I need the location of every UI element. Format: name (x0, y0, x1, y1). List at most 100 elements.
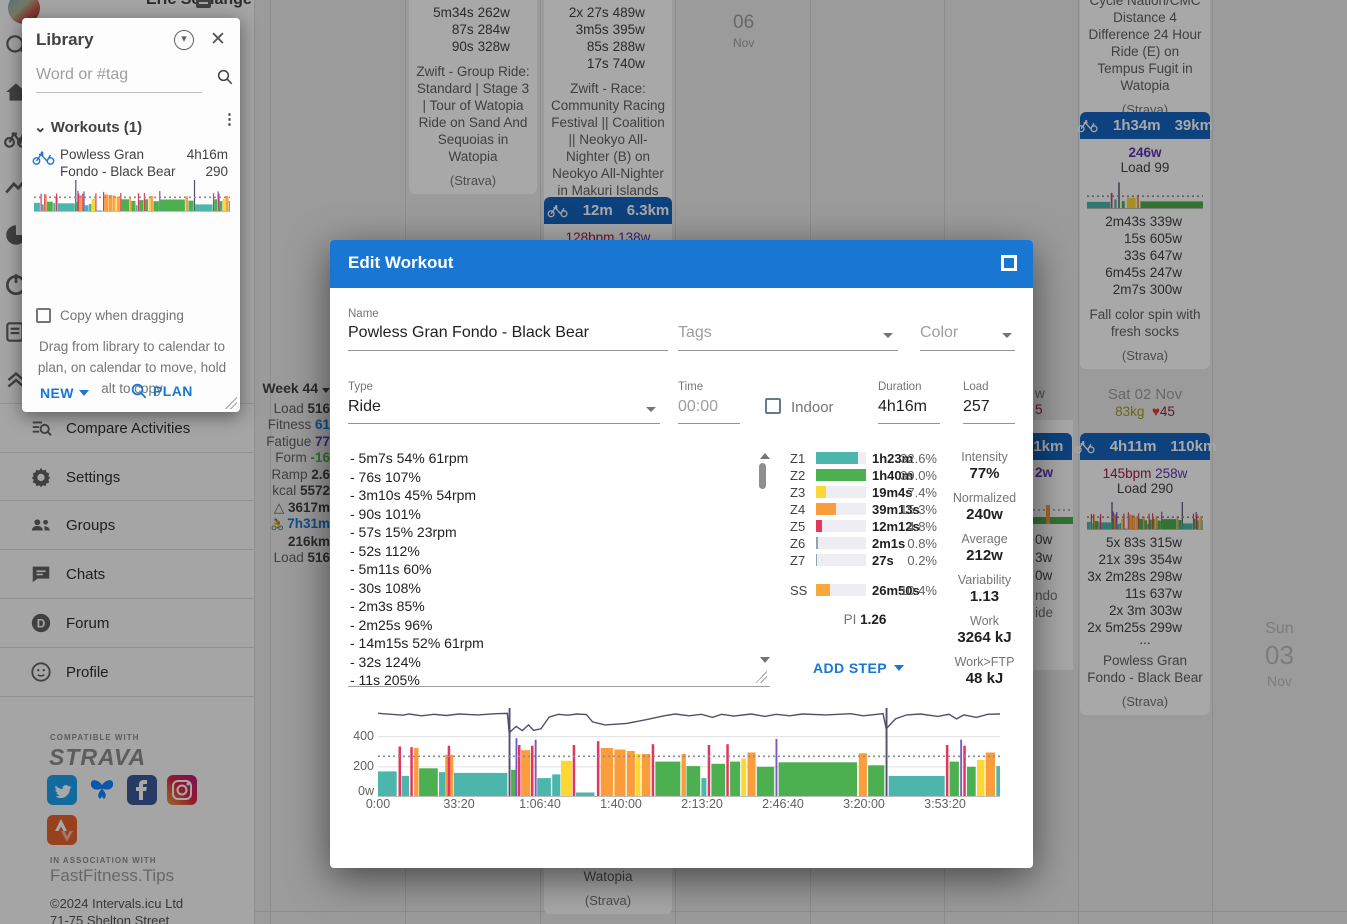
sidebar-item-groups[interactable]: Groups (0, 501, 255, 549)
facebook-icon[interactable] (127, 775, 157, 805)
checkbox[interactable] (36, 308, 51, 323)
activity-card-powless-header[interactable]: 4h11m 110km (1074, 433, 1216, 460)
chevron-down-icon[interactable] (1002, 333, 1012, 338)
workout-steps-editor[interactable]: - 5m7s 54% 61rpm - 76s 107% - 3m10s 45% … (348, 445, 770, 687)
strava-app-icon[interactable] (47, 815, 77, 845)
bluesky-icon[interactable] (87, 775, 117, 805)
library-title: Library (36, 30, 94, 49)
copy-when-dragging[interactable]: Copy when dragging (36, 308, 184, 323)
add-step-button[interactable]: ADD STEP (813, 660, 904, 676)
partial-text: 5 (1035, 402, 1043, 417)
workouts-section-toggle[interactable]: ⌄ Workouts (1) (34, 119, 143, 136)
activity-source: (Strava) (1121, 348, 1169, 363)
resize-handle[interactable] (755, 671, 767, 683)
load-field[interactable] (963, 398, 1013, 416)
name-field[interactable] (348, 324, 666, 342)
activity-load: Load 290 (1116, 481, 1174, 496)
type-select[interactable] (348, 398, 638, 416)
journal-icon[interactable] (196, 0, 211, 8)
divider (0, 696, 255, 697)
field-underline (348, 423, 660, 424)
activity-card-race[interactable]: 2x 27s 489w 3m5s 395w 85s 288w 17s 740w Zwift -… (544, 0, 672, 228)
sidebar-item-label: Forum (66, 614, 110, 632)
partial-text: 0w (1035, 532, 1053, 547)
week-summary-line: Fatigue 77 (266, 433, 330, 449)
activity-watts: 258w (1155, 466, 1188, 481)
partial-activity-header[interactable]: 31km (1033, 433, 1072, 460)
workout-chart: 400 200 0w 0:00 33:20 1:06:40 1:40:00 2:13:2… (330, 700, 1033, 820)
sidebar-item-label: Settings (66, 468, 121, 486)
new-button[interactable]: NEW (40, 385, 89, 401)
activity-distance: 6.3km (626, 202, 670, 219)
search-icon[interactable] (216, 68, 234, 86)
twitter-icon[interactable] (47, 775, 77, 805)
time-field[interactable] (678, 398, 738, 416)
x-tick: 3:20:00 (843, 797, 885, 811)
grid-line (1078, 0, 1079, 924)
activity-card-fall-spin[interactable]: 246w Load 99 2m43s 339w 15s 605w 33s 647w 6m45… (1080, 139, 1210, 369)
type-label: Type (348, 381, 373, 393)
sidebar-item-profile[interactable]: Profile (0, 648, 255, 696)
sidebar-item-compare-activities[interactable]: Compare Activities (0, 404, 255, 452)
close-icon[interactable]: ✕ (210, 29, 226, 50)
resize-handle[interactable] (225, 397, 237, 409)
wellness-line[interactable]: 83kg ♥45 (1080, 404, 1210, 419)
partial-text: w (1035, 386, 1045, 401)
home-icon[interactable] (3, 79, 29, 105)
sidebar-item-chats[interactable]: Chats (0, 550, 255, 598)
chevron-down-icon (894, 665, 904, 671)
activity-card-cycle-nation[interactable]: Cycle Nation/CMC Distance 4 Difference 2… (1080, 0, 1210, 123)
interval-line: 85s 288w (586, 39, 645, 54)
interval-line: 17s 740w (586, 56, 645, 71)
tags-field[interactable] (678, 324, 868, 342)
activity-source: (Strava) (1121, 694, 1169, 709)
profile-icon (31, 662, 51, 682)
stat-average: Average 212w (961, 532, 1008, 564)
chevron-down-icon[interactable] (883, 333, 893, 338)
activity-card-powless[interactable]: 145bpm 258w Load 290 5x 83s 315w 21x 39s 35… (1080, 460, 1210, 715)
divider (0, 647, 255, 648)
scrollbar-thumb[interactable] (759, 463, 766, 489)
fitness-pie-icon[interactable] (3, 222, 29, 248)
interval-line: 33s 647w (1123, 248, 1183, 263)
trend-icon[interactable] (3, 173, 29, 199)
activity-card-fall-spin-header[interactable]: 1h34m 39km (1077, 112, 1213, 139)
scroll-up-icon[interactable] (760, 453, 770, 459)
color-field[interactable] (920, 324, 990, 342)
library-workout-mini-chart[interactable] (34, 180, 230, 212)
modal-title: Edit Workout (348, 253, 454, 272)
scroll-down-icon[interactable] (760, 657, 770, 663)
sidebar-item-settings[interactable]: Settings (0, 453, 255, 501)
workout-steps-text[interactable]: - 5m7s 54% 61rpm - 76s 107% - 3m10s 45% … (350, 450, 484, 687)
activity-title: Zwift - Group Ride: Standard | Stage 3 |… (416, 64, 530, 164)
collapse-all-icon[interactable]: ▾ (174, 30, 194, 50)
calendar-date-wed: 06 Nov (733, 12, 755, 50)
activity-duration: 1h34m (1113, 117, 1161, 134)
plan-button[interactable]: PLAN (130, 382, 193, 400)
grid-line (1212, 0, 1213, 924)
pi-value: 1.26 (860, 612, 887, 627)
instagram-icon[interactable] (167, 775, 197, 805)
gear-icon (31, 467, 51, 488)
sidebar-item-label: Compare Activities (66, 419, 191, 437)
chevron-down-icon[interactable] (646, 407, 656, 412)
duration-field[interactable] (878, 398, 938, 416)
workout-chart-plot (378, 708, 1000, 797)
indoor-checkbox[interactable] (765, 398, 781, 414)
library-workout-duration: 4h16m (186, 147, 228, 162)
maximize-icon[interactable] (1001, 255, 1017, 271)
fastfitness-link[interactable]: FastFitness.Tips (50, 866, 175, 885)
sidebar-item-forum[interactable]: D Forum (0, 599, 255, 647)
library-search-input[interactable] (36, 66, 202, 84)
library-workout-name[interactable]: Powless Gran Fondo - Black Bear (60, 147, 176, 179)
kebab-menu-icon[interactable]: ⋮ (222, 111, 237, 128)
activity-card-short-ride-header[interactable]: 12m 6.3km (544, 197, 672, 224)
interval-line: 2m7s 300w (1112, 282, 1183, 297)
divider (36, 92, 202, 93)
collapse-up-icon[interactable] (3, 366, 29, 392)
activity-card-watopia[interactable]: Watopia (Strava) (544, 862, 672, 914)
week-summary[interactable]: Week 44 Load 516 Fitness 61 Fatigue 77 Form… (230, 380, 330, 567)
activity-card-group-ride[interactable]: 5m34s 262w 87s 284w 90s 328w Zwift - Group Ri… (409, 0, 537, 194)
time-label: Time (678, 381, 704, 393)
